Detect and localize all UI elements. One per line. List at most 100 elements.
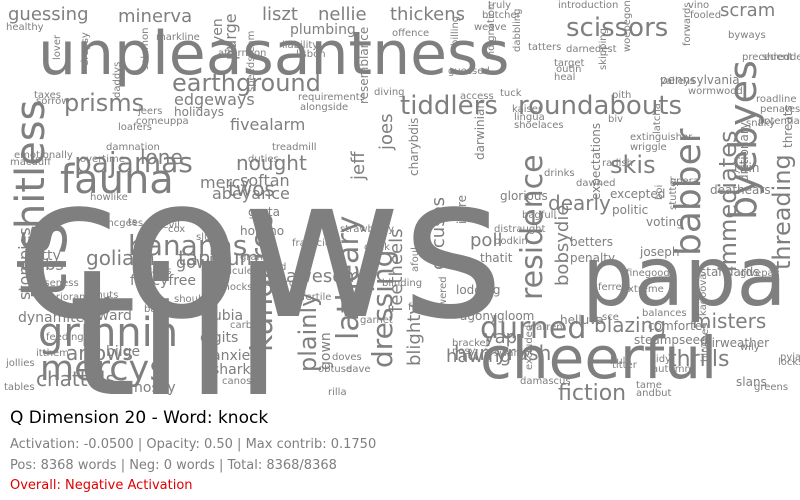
dimension-title: Q Dimension 20 - Word: knock — [10, 408, 269, 428]
cloud-word-granny: granny — [240, 252, 275, 263]
cloud-word-billing: billing — [450, 16, 461, 46]
cloud-word-fertile: fertile — [302, 292, 331, 303]
cloud-word-gowk: gowk — [176, 253, 219, 272]
cloud-word-jeers: jeers — [137, 106, 162, 117]
cloud-word-thickens: thickens — [390, 4, 465, 25]
cloud-word-edgeways: edgeways — [174, 90, 255, 109]
overall-activation-label: Overall: Negative Activation — [10, 478, 193, 493]
cloud-word-shredded: shredded — [762, 52, 800, 63]
cloud-word-tad: tad — [270, 262, 286, 273]
cloud-word-immediates: immediates — [714, 131, 742, 272]
cloud-word-shitless: shitless — [8, 100, 54, 250]
cloud-word-treadmill: treadmill — [272, 142, 317, 153]
cloud-word-opera: opera — [670, 176, 699, 187]
cloud-word-cows: cows — [14, 135, 504, 363]
cloud-word-guessed: guessed — [448, 66, 490, 77]
cloud-word-bangup: bangup — [144, 304, 182, 315]
cloud-word-papa: papa — [582, 230, 787, 325]
cloud-word-feeding: feeding — [46, 332, 84, 343]
cloud-word-carbon: carbon — [230, 320, 265, 331]
cloud-word-pith: pith — [612, 90, 631, 101]
cloud-word-woebegone: woebegone — [622, 0, 633, 52]
cloud-word-threats: threats — [781, 105, 795, 148]
cloud-word-hurryrush: hurryrush — [454, 341, 551, 365]
cloud-word-fiction: fiction — [558, 381, 626, 400]
cloud-word-feetheels: feetheels — [386, 229, 407, 312]
cloud-word-upwards: upwards — [258, 278, 301, 289]
cloud-word-warren: warren — [528, 322, 563, 333]
cloud-word-howlike: howlike — [90, 192, 128, 203]
cloud-word-taws: taws — [148, 266, 171, 277]
cloud-word-butcher: butcher — [482, 10, 522, 21]
cloud-word-introduction: introduction — [558, 0, 618, 11]
cloud-word-bracket: bracket — [452, 338, 490, 349]
cloud-word-voting: voting — [646, 215, 684, 229]
cloud-word-tidy: tidy — [652, 354, 671, 365]
cloud-word-fauna: fauna — [60, 157, 174, 203]
cloud-word-softan: softan — [240, 171, 290, 190]
cloud-word-lingua: lingua — [514, 112, 545, 123]
cloud-word-cox: cox — [168, 224, 185, 235]
cloud-word-extreme: extreme — [622, 284, 664, 295]
cloud-word-solomon: solomon — [140, 28, 151, 70]
cloud-word-nevil: nevil — [156, 220, 180, 231]
cloud-word-ferrets: ferrets — [598, 282, 631, 293]
cloud-word-crabs: crabs — [20, 255, 64, 274]
cloud-word-threading: threading — [768, 154, 796, 270]
cloud-word-marjoram: marjoram — [40, 292, 89, 303]
cloud-word-closeness: closeness — [30, 278, 79, 289]
cloud-word-jollies: jollies — [5, 358, 35, 369]
cloud-word-fairweather: fairweather — [700, 336, 769, 350]
cloud-word-drinks: drinks — [544, 168, 575, 179]
cloud-word-holidays: holidays — [174, 105, 224, 119]
cloud-word-mercy: mercy — [200, 173, 250, 192]
cloud-word-darwinian: darwinian — [473, 101, 487, 160]
cloud-word-garnet: garnet — [360, 315, 393, 326]
cloud-word-donuts: donuts — [84, 290, 118, 301]
cloud-word-ridicule: ridicule — [216, 266, 253, 277]
cloud-word-andbut: andbut — [636, 388, 671, 399]
cloud-word-diving: diving — [374, 87, 405, 98]
cloud-word-kaiser: kaiser — [512, 104, 543, 115]
cloud-word-dictionary: dictionary — [737, 122, 751, 182]
cloud-word-offence: offence — [392, 28, 429, 39]
cloud-word-distraught: distraught — [494, 224, 546, 235]
cloud-word-yap: yap — [484, 327, 517, 348]
cloud-word-comforter: comforter — [648, 319, 707, 333]
cloud-word-tatters: tatters — [528, 42, 561, 53]
cloud-word-tame: tame — [636, 380, 662, 391]
cloud-word-penates: penates — [760, 104, 800, 115]
cloud-word-prisms: prisms — [64, 89, 144, 117]
cloud-word-hula: hula — [610, 356, 632, 367]
cloud-word-speedsteam: speedsteam — [246, 31, 257, 92]
cloud-word-twin: twin — [734, 161, 759, 175]
cloud-word-digits: digits — [200, 330, 238, 346]
cloud-word-decay: decay — [76, 210, 106, 221]
cloud-word-lodging: lodging — [456, 283, 500, 297]
cloud-word-mercys: mercys — [40, 349, 167, 389]
cloud-word-excepted: excepted — [610, 187, 665, 201]
cloud-word-tiddlers: tiddlers — [400, 91, 498, 121]
cloud-word-grata: grata — [248, 205, 280, 219]
cloud-word-excluded: excluded — [524, 325, 535, 370]
cloud-word-givepay: givepay — [740, 268, 780, 279]
cloud-word-edward: edward — [80, 308, 132, 324]
cloud-word-dynamite: dynamite — [18, 310, 84, 326]
cloud-word-dubia: dubia — [204, 308, 243, 324]
cloud-word-greens: greens — [754, 382, 788, 393]
cloud-word-kangaroo: kangaroo — [245, 212, 280, 352]
cloud-word-skipping: skipping — [598, 28, 609, 70]
cloud-word-fratricide: fratricide — [292, 238, 337, 249]
cloud-word-bagfull: bagfull — [522, 210, 556, 221]
cloud-word-twos: twos — [228, 177, 275, 201]
cloud-word-swamp: swamp — [494, 348, 530, 359]
cloud-word-mcgees: mcgees — [104, 218, 143, 229]
cloud-word-tis: tis — [8, 222, 82, 298]
cloud-word-nosy: nosy — [452, 346, 476, 357]
cloud-word-plumbing: plumbing — [290, 22, 356, 38]
cloud-word-nellie: nellie — [318, 4, 367, 25]
cloud-word-precedent: precedent — [742, 52, 793, 63]
cloud-word-stompies: stompies — [15, 227, 34, 300]
cloud-word-poll: poll — [470, 230, 502, 251]
cloud-word-guessing: guessing — [8, 4, 89, 25]
